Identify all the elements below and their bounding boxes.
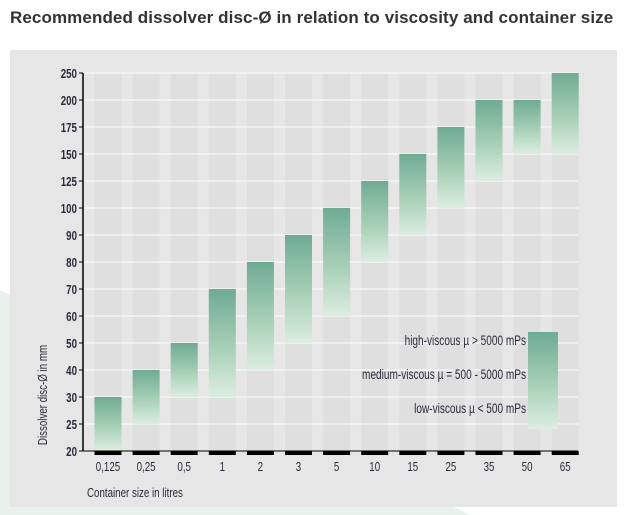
x-tick-label: 15	[407, 461, 418, 475]
y-tick-label: 90	[66, 230, 77, 244]
x-tick-bar	[94, 451, 122, 455]
y-tick-label: 80	[66, 257, 77, 271]
y-tick-label: 175	[61, 122, 78, 136]
range-bar-65	[551, 73, 579, 154]
x-tick-bar	[323, 451, 351, 455]
x-tick-label: 5	[334, 461, 339, 475]
y-tick-label: 60	[66, 311, 77, 325]
x-tick-label: 3	[296, 461, 301, 475]
x-tick-label: 0,25	[137, 461, 156, 475]
x-tick-label: 0,125	[96, 461, 120, 475]
y-tick-label: 250	[61, 68, 77, 82]
legend-label: low-viscous µ < 500 mPs	[414, 400, 526, 416]
legend-label: high-viscous µ > 5000 mPs	[405, 332, 526, 348]
range-bar-5	[323, 208, 351, 316]
x-tick-bar	[170, 451, 198, 455]
x-tick-bar	[475, 451, 503, 455]
x-tick-label: 35	[484, 461, 495, 475]
x-tick-bar	[208, 451, 236, 455]
y-tick-label: 40	[66, 365, 77, 379]
y-tick-label: 50	[66, 338, 77, 352]
range-bar-0,125	[94, 397, 122, 451]
y-tick-label: 25	[66, 419, 77, 433]
x-tick-bar	[437, 451, 465, 455]
range-bar-25	[437, 127, 465, 208]
x-tick-bar	[399, 451, 427, 455]
range-bar-15	[399, 154, 427, 235]
y-tick-label: 125	[61, 176, 78, 190]
x-tick-bar	[361, 451, 389, 455]
y-axis-label: Dissolver disc-Ø in mm	[37, 345, 51, 445]
x-tick-label: 0,5	[177, 461, 191, 475]
x-tick-bar	[513, 451, 541, 455]
legend-label: medium-viscous µ = 500 - 5000 mPs	[362, 366, 526, 382]
range-bar-0,25	[132, 370, 160, 424]
x-tick-label: 10	[369, 461, 380, 475]
range-bar-2	[246, 262, 274, 370]
range-bar-10	[361, 181, 389, 262]
x-tick-label: 50	[522, 461, 533, 475]
x-tick-label: 2	[258, 461, 263, 475]
x-tick-label: 1	[220, 461, 225, 475]
range-bar-0,5	[170, 343, 198, 397]
y-tick-label: 150	[61, 149, 77, 163]
y-tick-label: 70	[66, 284, 77, 298]
range-bar-3	[285, 235, 312, 343]
range-bar-50	[513, 100, 541, 154]
x-tick-bar	[551, 451, 579, 455]
x-axis-label: Container size in litres	[87, 487, 183, 501]
x-tick-bar	[132, 451, 160, 455]
y-tick-label: 20	[66, 446, 77, 460]
x-tick-bar	[246, 451, 274, 455]
chart-title: Recommended dissolver disc-Ø in relation…	[10, 8, 614, 27]
y-tick-label: 30	[66, 392, 77, 406]
range-bar-35	[475, 100, 503, 181]
legend-gradient	[528, 332, 558, 429]
y-tick-label: 200	[61, 95, 77, 109]
x-tick-label: 65	[560, 461, 571, 475]
range-bar-1	[208, 289, 236, 397]
x-tick-bar	[285, 451, 312, 455]
y-tick-label: 100	[61, 203, 77, 217]
x-tick-label: 25	[445, 461, 456, 475]
